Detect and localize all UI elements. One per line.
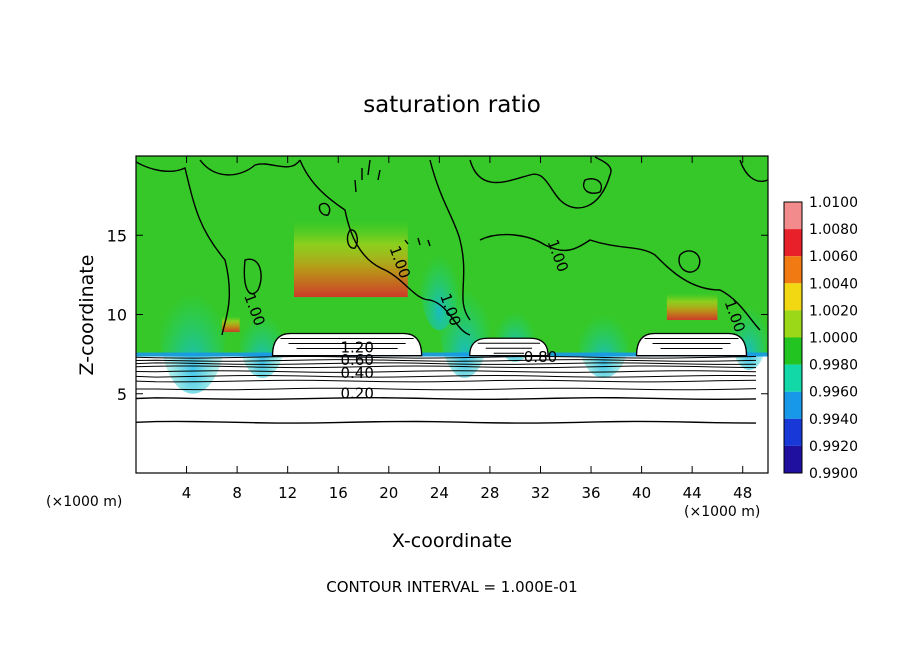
colorbar-frame: [783, 201, 803, 474]
contour-line: [404, 237, 431, 247]
y-tick-label: 10: [107, 306, 127, 325]
contour-line: [136, 365, 757, 369]
saturated-region: [469, 337, 549, 357]
y-tick-label: 15: [107, 226, 127, 245]
contour-line: [136, 379, 757, 383]
contour-line: [583, 178, 602, 194]
x-tick-label: 16: [329, 484, 348, 502]
contour-line: [136, 359, 757, 362]
colorbar-swatch: [784, 445, 802, 473]
shading-blob: [666, 293, 718, 321]
contour-line: [243, 258, 262, 295]
contour-label: 0.80: [524, 348, 557, 366]
x-tick-label: 32: [531, 484, 550, 502]
saturated-region: [271, 332, 423, 357]
shading-blob: [420, 235, 459, 331]
y-axis: 5 10 15: [107, 226, 768, 404]
contour-line: [429, 159, 471, 321]
colorbar-swatch: [784, 337, 802, 365]
contour-line: [678, 250, 701, 273]
colorbar-label: 0.9940: [809, 412, 858, 428]
y-tick-label: 5: [117, 385, 127, 404]
colorbar-swatch: [784, 202, 802, 230]
colorbar-swatch: [784, 283, 802, 311]
contour-line: [136, 370, 757, 373]
shading-blob: [239, 298, 286, 378]
x-tick-label: 12: [278, 484, 297, 502]
contour-line: [354, 159, 381, 193]
x-tick-label: 8: [232, 484, 242, 502]
colorbar-swatch: [784, 229, 802, 257]
contour-line: [346, 229, 358, 249]
x-tick-label: 40: [632, 484, 651, 502]
contour-line: [479, 233, 761, 331]
contour-line: [318, 202, 331, 216]
colorbar-label: 0.9960: [809, 385, 858, 401]
saturated-regions: [271, 332, 748, 357]
contour-line: [469, 156, 612, 209]
contour-label: 1.20: [340, 339, 373, 357]
colorbar-label: 1.0000: [809, 331, 858, 347]
shading-blob: [294, 220, 408, 298]
contour-line: [136, 387, 757, 391]
colorbar-label: 1.0040: [809, 276, 858, 292]
y-axis-title: Z-coordinate: [76, 255, 98, 376]
colorbar-label: 0.9980: [809, 358, 858, 374]
colorbar-label: 1.0060: [809, 249, 858, 265]
saturated-region: [635, 332, 748, 357]
x-tick-label: 44: [683, 484, 702, 502]
x-tick-label: 4: [182, 484, 192, 502]
contour-line: [136, 420, 757, 424]
colorbar-label: 1.0020: [809, 303, 858, 319]
plot-area: 1.200.600.400.200.801.001.00 1.001.00 1.00: [136, 156, 768, 473]
colorbar-swatch: [784, 256, 802, 284]
contour-line: [199, 159, 301, 176]
x-axis: 4 8 12 16 20 24 28 32 36 40 44 48: [182, 156, 752, 502]
contour-line: [136, 161, 231, 336]
contour-interval-note: CONTOUR INTERVAL = 1.000E-01: [326, 578, 577, 596]
surface-contours: [136, 355, 757, 424]
contour-line: [739, 159, 768, 182]
contour-label: 0.40: [340, 364, 373, 382]
x-tick-label: 28: [480, 484, 499, 502]
colorbar-label: 1.0080: [809, 222, 858, 238]
x-unit-left: (×1000 m): [46, 494, 122, 510]
chart-title: saturation ratio: [363, 92, 541, 118]
shading-blob: [160, 266, 226, 394]
contour-label: 0.60: [340, 351, 373, 369]
colorbar-swatch: [784, 364, 802, 392]
low-ratio-band: [136, 352, 768, 357]
contour-line: [136, 362, 757, 365]
x-tick-label: 24: [430, 484, 449, 502]
colorbar-swatch: [784, 391, 802, 419]
contour-label: 0.20: [340, 385, 373, 403]
colorbar-label: 0.9920: [809, 439, 858, 455]
x-tick-label: 20: [379, 484, 398, 502]
colorbar-swatch: [784, 418, 802, 446]
x-tick-label: 36: [581, 484, 600, 502]
x-unit-right: (×1000 m): [684, 504, 760, 520]
contour-line: [136, 397, 757, 401]
colorbar-label: 0.9900: [809, 466, 858, 482]
x-tick-label: 48: [733, 484, 752, 502]
x-axis-title: X-coordinate: [392, 530, 512, 552]
contour-line: [136, 355, 757, 359]
colorbar-label: 1.0100: [809, 195, 858, 211]
colorbar-swatch: [784, 310, 802, 338]
colorbar: 1.0100 1.0080 1.0060 1.0040 1.0020 1.0000 0.99…: [783, 195, 858, 482]
upper-contours: [136, 156, 768, 336]
contour-line: [136, 375, 757, 378]
contour-line: [299, 159, 471, 336]
